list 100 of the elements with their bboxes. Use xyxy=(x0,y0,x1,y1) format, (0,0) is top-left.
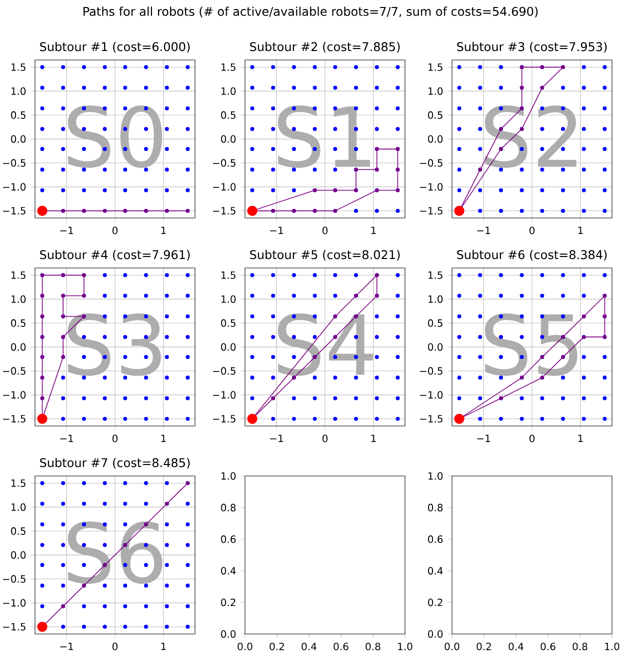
y-tick-label: 1.0 xyxy=(428,87,443,95)
y-tick-label: −1.0 xyxy=(213,183,236,191)
x-tick-label: −1 xyxy=(60,434,73,442)
y-tick-label: 1.5 xyxy=(428,63,442,71)
x-tick-label: −1 xyxy=(477,226,490,234)
x-tick-label: −1 xyxy=(60,642,73,650)
y-tick-label: −1.0 xyxy=(3,599,26,607)
y-tick-label: 1.5 xyxy=(11,63,26,71)
x-tick-label: −1 xyxy=(477,434,490,442)
annotation: S3 xyxy=(68,313,161,376)
y-tick-label: −1.0 xyxy=(213,391,236,399)
x-tick-label: 0 xyxy=(529,434,534,442)
y-tick-label: 0.5 xyxy=(428,319,442,327)
y-tick-label: −1.5 xyxy=(420,415,442,423)
y-tick-label: −1.5 xyxy=(3,415,26,423)
y-tick-label: 1.5 xyxy=(428,271,442,279)
x-tick-label: 0.8 xyxy=(366,642,380,650)
y-tick-label: 0.5 xyxy=(11,527,26,535)
y-tick-label: −1.0 xyxy=(3,391,26,399)
y-tick-label: −1.5 xyxy=(3,207,26,215)
x-tick-label: 0.0 xyxy=(444,642,460,650)
y-tick-label: −0.5 xyxy=(420,367,442,375)
y-tick-label: −1.0 xyxy=(420,183,443,191)
y-tick-label: −1.5 xyxy=(213,207,236,215)
y-tick-label: 0.0 xyxy=(428,630,443,638)
annotation: S1 xyxy=(278,105,370,168)
y-tick-label: 0.8 xyxy=(428,504,443,512)
x-tick-label: −1 xyxy=(270,434,283,442)
x-tick-label: 0 xyxy=(322,226,328,234)
y-tick-label: 1.5 xyxy=(11,271,26,279)
y-tick-label: 0.4 xyxy=(428,567,443,575)
y-tick-label: 1.0 xyxy=(428,295,443,303)
x-tick-label: 0 xyxy=(112,434,118,442)
y-tick-label: 1.0 xyxy=(221,295,236,303)
x-tick-label: −1 xyxy=(270,226,283,234)
y-tick-label: −0.5 xyxy=(3,575,26,583)
y-tick-label: 1.0 xyxy=(221,472,236,480)
y-tick-label: −1.5 xyxy=(420,207,442,215)
chart-title: Subtour #2 (cost=7.885) xyxy=(250,42,400,53)
annotation: S0 xyxy=(68,105,162,168)
y-tick-label: −1.0 xyxy=(3,183,26,191)
x-tick-label: 1 xyxy=(578,226,583,234)
chart-title: Subtour #3 (cost=7.953) xyxy=(457,42,607,53)
y-tick-label: −0.5 xyxy=(420,159,442,167)
y-tick-label: 1.5 xyxy=(11,479,26,487)
x-tick-label: 1 xyxy=(578,434,583,442)
y-tick-label: −1.0 xyxy=(420,391,443,399)
y-tick-label: 0.0 xyxy=(428,135,443,143)
y-tick-label: 0.4 xyxy=(221,567,236,575)
y-tick-label: 1.0 xyxy=(221,87,236,95)
y-tick-label: 0.5 xyxy=(11,319,26,327)
x-tick-label: 0.8 xyxy=(572,642,588,650)
chart-title: Subtour #4 (cost=7.961) xyxy=(40,250,190,261)
y-tick-label: 0.5 xyxy=(428,111,442,119)
x-tick-label: 1 xyxy=(161,226,166,234)
x-tick-label: 1 xyxy=(371,226,376,234)
y-tick-label: 0.0 xyxy=(221,135,236,143)
y-tick-label: −0.5 xyxy=(3,367,26,375)
y-tick-label: 0.0 xyxy=(11,551,26,559)
x-tick-label: 0.0 xyxy=(238,642,252,650)
y-tick-label: 0.6 xyxy=(428,535,443,543)
x-tick-label: 0.4 xyxy=(302,642,316,650)
y-tick-label: 0.2 xyxy=(428,598,442,606)
x-tick-label: 0.2 xyxy=(270,642,284,650)
chart-title: Subtour #1 (cost=6.000) xyxy=(40,42,190,53)
y-tick-label: 1.0 xyxy=(11,503,26,511)
x-tick-label: 0 xyxy=(529,226,534,234)
y-tick-label: −0.5 xyxy=(213,367,236,375)
x-tick-label: 0.6 xyxy=(334,642,348,650)
y-tick-label: 0.6 xyxy=(221,535,236,543)
y-tick-label: −1.5 xyxy=(3,623,26,631)
y-tick-label: 0.0 xyxy=(11,135,26,143)
y-tick-label: 1.0 xyxy=(428,472,443,480)
x-tick-label: 0 xyxy=(322,434,328,442)
y-tick-label: 0.0 xyxy=(11,343,26,351)
y-tick-label: 0.5 xyxy=(11,111,26,119)
y-tick-label: 0.5 xyxy=(221,111,236,119)
y-tick-label: 1.5 xyxy=(221,271,236,279)
y-tick-label: 1.0 xyxy=(11,295,26,303)
y-tick-label: −0.5 xyxy=(3,159,26,167)
x-tick-label: 0 xyxy=(112,226,118,234)
x-tick-label: 0 xyxy=(112,642,118,650)
chart-title: Subtour #7 (cost=8.485) xyxy=(40,458,190,469)
y-tick-label: 0.0 xyxy=(221,630,236,638)
x-tick-label: 0.6 xyxy=(540,642,556,650)
y-tick-label: −0.5 xyxy=(213,159,236,167)
chart-title: Subtour #6 (cost=8.384) xyxy=(457,250,607,261)
y-tick-label: 0.0 xyxy=(221,343,236,351)
y-tick-label: −1.5 xyxy=(213,415,236,423)
x-tick-label: −1 xyxy=(60,226,73,234)
y-tick-label: 0.8 xyxy=(221,504,236,512)
x-tick-label: 1.0 xyxy=(605,642,620,650)
y-tick-label: 0.2 xyxy=(221,598,236,606)
x-tick-label: 1 xyxy=(161,434,166,442)
text: Paths for all robots (# of active/available robots=7/7, sum of costs=54.690) xyxy=(84,6,538,18)
x-tick-label: 0.4 xyxy=(508,642,524,650)
x-tick-label: 0.2 xyxy=(476,642,491,650)
chart-title: Subtour #5 (cost=8.021) xyxy=(250,250,400,261)
y-tick-label: 1.0 xyxy=(11,87,26,95)
y-tick-label: 0.5 xyxy=(221,319,236,327)
